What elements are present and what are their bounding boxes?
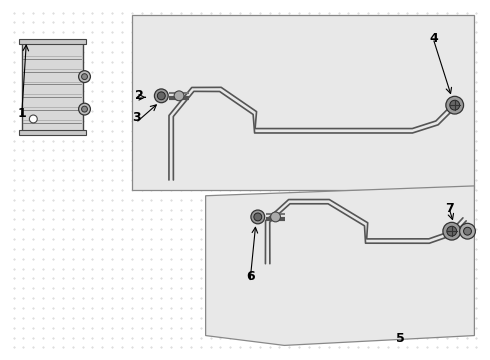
Circle shape xyxy=(154,89,168,103)
Text: 1: 1 xyxy=(18,107,26,120)
Circle shape xyxy=(447,226,457,236)
Circle shape xyxy=(81,74,88,80)
Text: 6: 6 xyxy=(246,270,255,283)
Circle shape xyxy=(464,227,471,235)
Polygon shape xyxy=(22,42,82,131)
Circle shape xyxy=(251,210,265,224)
Circle shape xyxy=(78,71,91,82)
Text: 5: 5 xyxy=(395,332,404,346)
Circle shape xyxy=(157,92,165,100)
Circle shape xyxy=(450,100,460,110)
Circle shape xyxy=(81,106,88,112)
Circle shape xyxy=(446,96,464,114)
Circle shape xyxy=(460,223,475,239)
Text: 2: 2 xyxy=(135,89,144,102)
Circle shape xyxy=(29,115,37,123)
Polygon shape xyxy=(206,186,474,345)
Circle shape xyxy=(254,213,262,221)
Text: 7: 7 xyxy=(445,202,454,215)
Polygon shape xyxy=(19,39,85,44)
Text: 3: 3 xyxy=(132,111,141,124)
Circle shape xyxy=(78,103,91,115)
Circle shape xyxy=(174,91,184,101)
Circle shape xyxy=(270,212,280,222)
Polygon shape xyxy=(19,130,85,135)
Polygon shape xyxy=(132,15,474,190)
Circle shape xyxy=(443,222,461,240)
Text: 4: 4 xyxy=(429,32,438,45)
